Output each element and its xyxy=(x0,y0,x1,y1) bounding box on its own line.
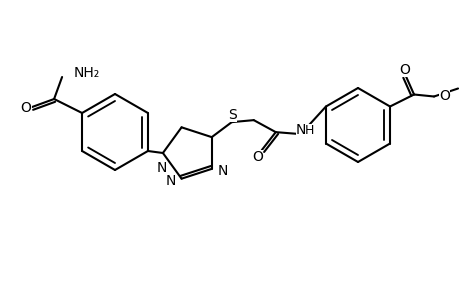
Text: S: S xyxy=(228,108,236,122)
Text: N: N xyxy=(165,174,175,188)
Text: NH₂: NH₂ xyxy=(74,66,100,80)
Text: N: N xyxy=(295,123,305,137)
Text: O: O xyxy=(21,101,32,115)
Text: O: O xyxy=(399,62,409,76)
Text: H: H xyxy=(304,124,313,136)
Text: O: O xyxy=(438,88,449,103)
Text: N: N xyxy=(217,164,228,178)
Text: N: N xyxy=(157,161,167,175)
Text: O: O xyxy=(252,150,263,164)
